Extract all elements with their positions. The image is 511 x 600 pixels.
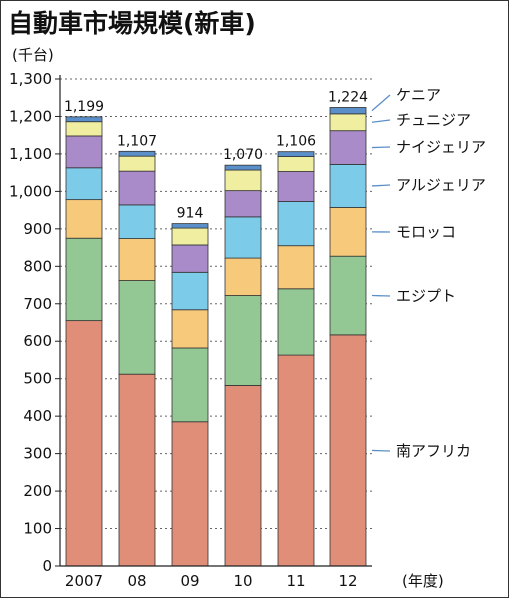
- bar-segment: [65, 320, 103, 567]
- y-tick-label: 400: [23, 407, 52, 425]
- bar-segment: [329, 113, 367, 132]
- bar-segment: [224, 295, 262, 386]
- y-tick-label: 300: [23, 445, 52, 463]
- legend-label: モロッコ: [396, 223, 456, 241]
- y-tick-label: 900: [23, 220, 52, 238]
- legend-leader-line: [371, 146, 391, 149]
- legend-label: 南アフリカ: [396, 442, 471, 460]
- y-tick-label: 1,100: [9, 145, 52, 163]
- bar-segment: [329, 207, 367, 257]
- bar-segment: [118, 150, 156, 157]
- bar-segment: [277, 245, 315, 290]
- bar-segment: [118, 170, 156, 206]
- x-tick-label: 2007: [65, 572, 103, 590]
- bar-segment: [329, 107, 367, 115]
- bar-segment: [329, 255, 367, 336]
- legend-leader-line: [371, 94, 391, 112]
- total-label: 1,224: [328, 89, 368, 105]
- y-tick-label: 1,000: [9, 182, 52, 200]
- legend-label: チュニジア: [396, 111, 471, 129]
- bar-segment: [224, 385, 262, 567]
- bar-segment: [277, 151, 315, 157]
- total-label: 1,107: [117, 133, 157, 149]
- y-tick-label: 200: [23, 482, 52, 500]
- bar-segment: [224, 257, 262, 296]
- bar-segment: [65, 199, 103, 239]
- total-label: 1,106: [276, 134, 316, 150]
- bar-segment: [224, 190, 262, 218]
- bar-segment: [171, 347, 209, 423]
- bar-segment: [118, 280, 156, 375]
- bar-segment: [224, 164, 262, 171]
- bar-segment: [224, 216, 262, 259]
- bar-segment: [118, 238, 156, 281]
- y-tick-label: 1,300: [9, 70, 52, 88]
- legend-leader-line: [371, 119, 391, 123]
- bar-segment: [277, 288, 315, 356]
- x-tick-label: 12: [338, 572, 357, 590]
- legend-label: アルジェリア: [396, 176, 486, 194]
- bar-segment: [171, 271, 209, 311]
- bar-segment: [171, 227, 209, 246]
- bar-segment: [65, 237, 103, 322]
- bar-segment: [118, 204, 156, 239]
- bar-segment: [224, 169, 262, 192]
- bar-segment: [65, 167, 103, 201]
- grid-lines: [60, 78, 372, 530]
- bar-segment: [118, 373, 156, 567]
- labels: 2007 1,199 08 1,107 09 914 10 1,070 11 1,106 12 1,2…: [64, 89, 368, 590]
- bars: [65, 107, 367, 567]
- x-tick-label: 10: [233, 572, 252, 590]
- legend-leader-line: [371, 449, 391, 452]
- bar-segment: [118, 155, 156, 172]
- x-tick-label: 11: [286, 572, 305, 590]
- chart-title: 自動車市場規模(新車): [8, 9, 256, 38]
- legend-label: エジプト: [396, 287, 456, 305]
- legend-leader-line: [371, 184, 391, 187]
- total-label: 1,070: [223, 147, 263, 163]
- bar-segment: [65, 121, 103, 137]
- bar-segment: [65, 135, 103, 169]
- bar-segment: [329, 130, 367, 165]
- bar-segment: [171, 223, 209, 229]
- x-tick-label: 09: [180, 572, 199, 590]
- y-tick-label: 600: [23, 332, 52, 350]
- bar-segment: [171, 309, 209, 349]
- y-tick-label: 800: [23, 257, 52, 275]
- y-tick-label: 700: [23, 295, 52, 313]
- bar-segment: [171, 421, 209, 567]
- bar-segment: [277, 171, 315, 202]
- x-tick-label: 08: [127, 572, 146, 590]
- bar-segment: [329, 334, 367, 567]
- bar-segment: [277, 156, 315, 172]
- legend-label: ナイジェリア: [396, 138, 486, 156]
- bar-segment: [329, 164, 367, 208]
- x-axis-unit: (年度): [402, 572, 444, 590]
- axes: 0 100 200 300 400 500 600 700 800 900 1,000 1,100 1,…: [9, 70, 372, 575]
- total-label: 914: [177, 206, 204, 222]
- y-tick-label: 0: [42, 557, 52, 575]
- total-label: 1,199: [64, 99, 104, 115]
- y-tick-label: 100: [23, 520, 52, 538]
- y-tick-label: 500: [23, 370, 52, 388]
- legend-label: ケニア: [396, 86, 441, 104]
- y-tick-label: 1,200: [9, 107, 52, 125]
- bar-segment: [277, 201, 315, 247]
- bar-segment: [65, 116, 103, 123]
- y-axis-unit: (千台): [12, 46, 54, 64]
- bar-segment: [277, 354, 315, 567]
- bar-segment: [171, 244, 209, 273]
